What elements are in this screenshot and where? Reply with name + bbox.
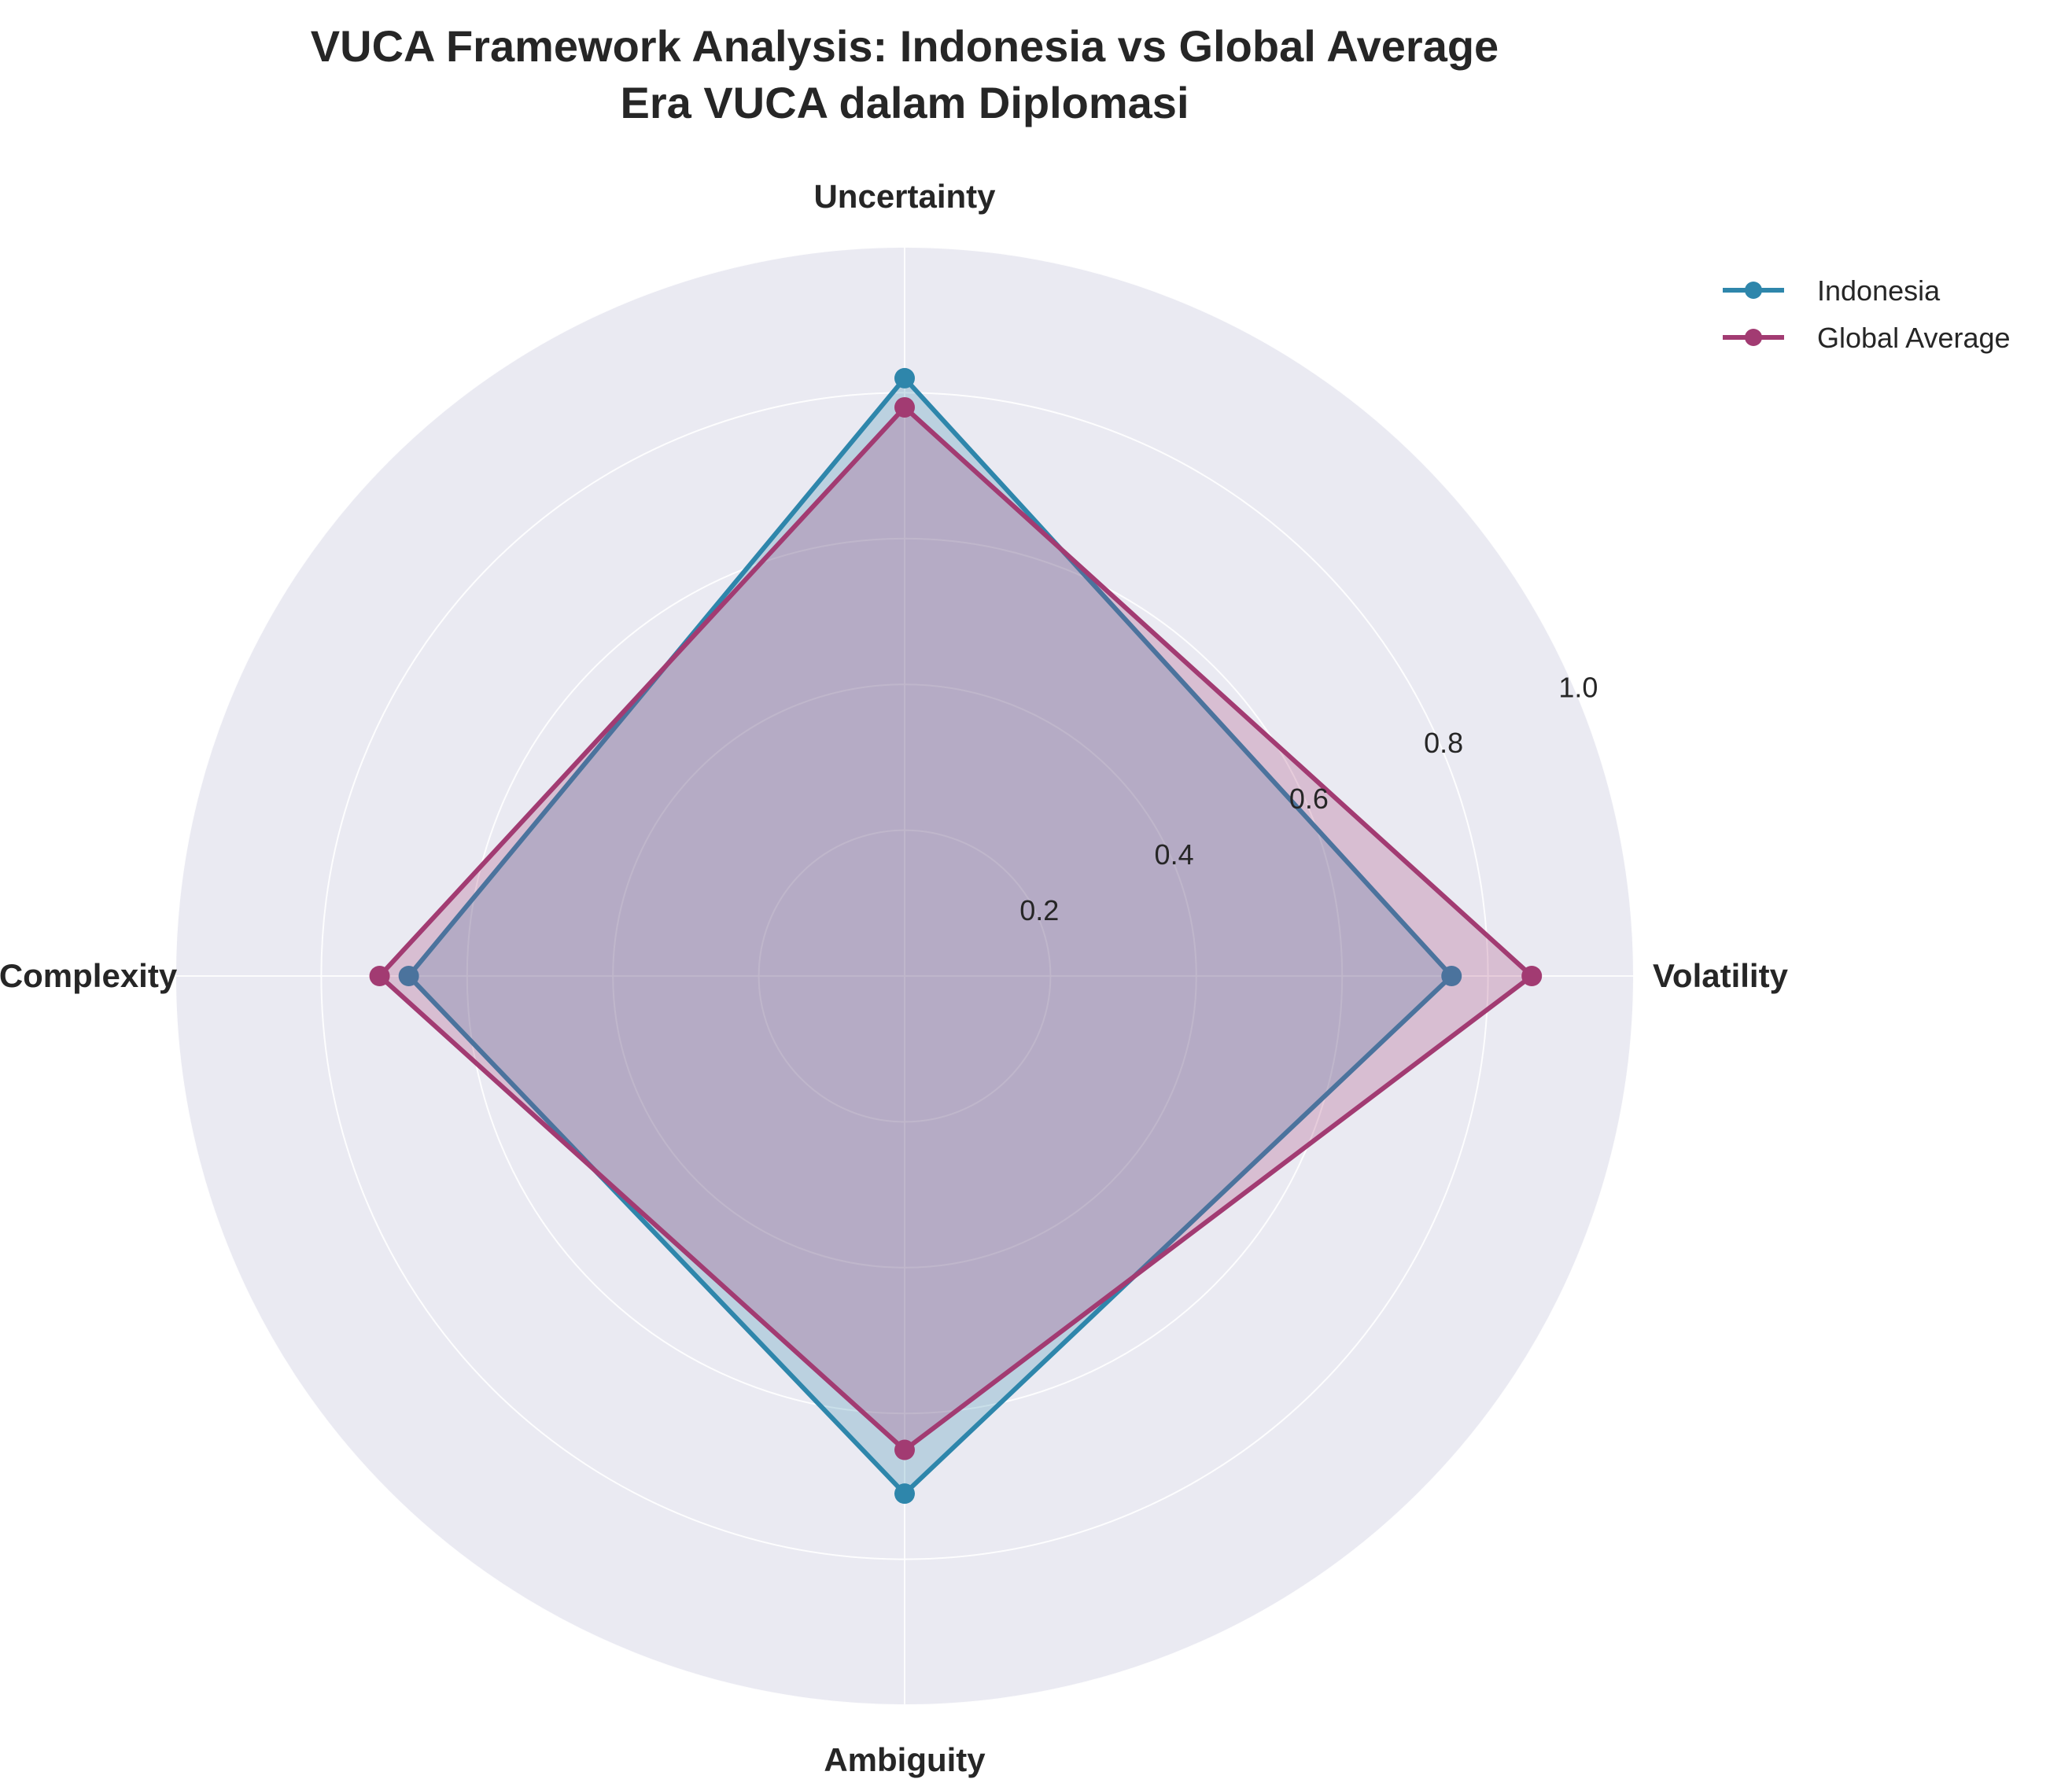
chart-title-line1: VUCA Framework Analysis: Indonesia vs Gl…	[311, 21, 1499, 71]
axis-label-complexity: Complexity	[0, 957, 178, 994]
series-indonesia-point-uncertainty	[894, 367, 915, 389]
series-global-average-area	[379, 407, 1532, 1450]
series-indonesia-point-ambiguity	[894, 1483, 915, 1505]
legend-global-average-label: Global Average	[1817, 322, 2011, 354]
r-tick-label-3: 0.8	[1424, 727, 1463, 759]
axis-label-uncertainty: Uncertainty	[813, 178, 996, 215]
legend-indonesia-label: Indonesia	[1817, 274, 1941, 307]
axis-label-ambiguity: Ambiguity	[824, 1741, 986, 1778]
legend: Indonesia Global Average	[1723, 274, 2011, 354]
r-tick-label-0: 0.2	[1019, 894, 1059, 926]
series-global-average-point-uncertainty	[894, 396, 915, 418]
series-global-average-point-ambiguity	[894, 1439, 915, 1460]
series-indonesia-area	[408, 378, 1452, 1494]
series-indonesia-point-complexity	[398, 966, 419, 986]
r-tick-label-4: 1.0	[1558, 671, 1598, 703]
legend-global-average-marker	[1745, 329, 1762, 346]
legend-indonesia-marker	[1745, 282, 1762, 299]
chart-title-line2: Era VUCA dalam Diplomasi	[620, 78, 1189, 127]
r-tick-label-1: 0.4	[1155, 838, 1194, 871]
series-global-average-point-complexity	[369, 966, 390, 986]
r-tick-label-2: 0.6	[1289, 783, 1329, 815]
series-indonesia-point-volatility	[1441, 966, 1462, 986]
labels-layer: Volatility Uncertainty Complexity Ambiguity…	[0, 178, 1789, 1778]
axis-label-volatility: Volatility	[1653, 957, 1789, 994]
series-global-average-point-volatility	[1521, 966, 1543, 986]
series-layer	[369, 367, 1543, 1505]
